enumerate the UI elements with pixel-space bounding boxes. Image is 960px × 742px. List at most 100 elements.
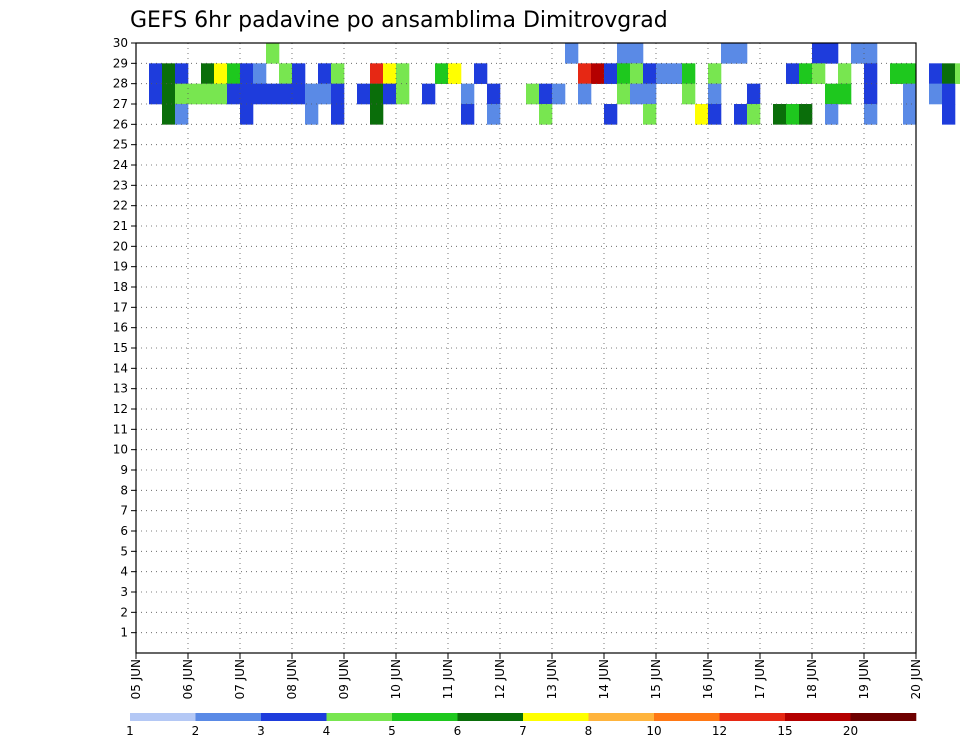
cell-m29-t38 (630, 63, 644, 84)
y-tick-label: 21 (113, 219, 128, 233)
x-tick-label: 07 JUN (233, 659, 247, 699)
cell-m28-t10 (266, 83, 280, 105)
cell-m29-t20 (396, 63, 410, 84)
cell-m28-t17 (357, 83, 371, 105)
cell-m30-t55 (851, 43, 865, 64)
cell-m28-t56 (864, 83, 878, 105)
y-tick-label: 10 (113, 443, 128, 457)
y-axis-ticks: 1234567891011121314151617181920212223242… (113, 36, 136, 640)
cell-m27-t47 (747, 104, 761, 125)
cell-m27-t59 (903, 104, 917, 125)
x-tick-label: 06 JUN (181, 659, 195, 699)
cell-m28-t18 (370, 83, 384, 105)
cell-m28-t2 (162, 83, 176, 105)
colorbar-segment (719, 713, 786, 721)
y-tick-label: 2 (120, 605, 128, 619)
cell-m30-t52 (812, 43, 826, 64)
cell-m29-t36 (604, 63, 618, 84)
y-tick-label: 19 (113, 260, 128, 274)
x-tick-label: 20 JUN (909, 659, 923, 699)
cell-m28-t5 (201, 83, 215, 105)
cell-m29-t37 (617, 63, 631, 84)
cell-m28-t34 (578, 83, 592, 105)
cell-m27-t25 (461, 104, 475, 125)
y-tick-label: 5 (120, 544, 128, 558)
cell-m27-t62 (942, 104, 956, 125)
y-tick-label: 4 (120, 565, 128, 579)
y-tick-label: 18 (113, 280, 128, 294)
colorbar-segment (850, 713, 917, 721)
cell-m28-t3 (175, 83, 189, 105)
cell-m29-t34 (578, 63, 592, 84)
colorbar-label: 15 (777, 724, 792, 738)
colorbar-segment (523, 713, 589, 721)
cell-m30-t45 (721, 43, 735, 64)
cell-m30-t56 (864, 43, 878, 64)
cell-m29-t39 (643, 63, 657, 84)
x-tick-label: 08 JUN (285, 659, 299, 699)
y-tick-label: 22 (113, 199, 128, 213)
cell-m29-t12 (292, 63, 306, 84)
colorbar-segment (195, 713, 262, 721)
colorbar-segment (261, 713, 327, 721)
cell-m27-t50 (786, 104, 800, 125)
cell-m27-t8 (240, 104, 254, 125)
cell-m29-t54 (838, 63, 852, 84)
cell-m29-t51 (799, 63, 813, 84)
x-tick-label: 09 JUN (337, 659, 351, 699)
cell-m29-t40 (656, 63, 670, 84)
cell-m28-t39 (643, 83, 657, 105)
y-tick-label: 12 (113, 402, 128, 416)
y-tick-label: 16 (113, 321, 128, 335)
cell-m27-t36 (604, 104, 618, 125)
colorbar-segment (457, 713, 524, 721)
x-tick-label: 17 JUN (753, 659, 767, 699)
cell-m28-t25 (461, 83, 475, 105)
colorbar-segment (326, 713, 393, 721)
cell-m29-t11 (279, 63, 293, 84)
cell-m29-t62 (942, 63, 956, 84)
cell-m28-t32 (552, 83, 566, 105)
colorbar-label: 6 (454, 724, 462, 738)
cell-m29-t2 (162, 63, 176, 84)
y-tick-label: 26 (113, 117, 128, 131)
cell-m29-t19 (383, 63, 397, 84)
cell-m28-t1 (149, 83, 163, 105)
cell-m30-t38 (630, 43, 644, 64)
y-tick-label: 11 (113, 422, 128, 436)
y-tick-label: 29 (113, 56, 128, 70)
x-tick-label: 15 JUN (649, 659, 663, 699)
cell-m29-t56 (864, 63, 878, 84)
cell-m29-t26 (474, 63, 488, 84)
cell-m28-t54 (838, 83, 852, 105)
cell-m27-t2 (162, 104, 176, 125)
cell-m28-t15 (331, 83, 345, 105)
x-tick-label: 14 JUN (597, 659, 611, 699)
y-tick-label: 3 (120, 585, 128, 599)
cell-m29-t9 (253, 63, 267, 84)
x-tick-label: 11 JUN (441, 659, 455, 699)
cell-m28-t11 (279, 83, 293, 105)
cell-m28-t19 (383, 83, 397, 105)
heatmap-cells (149, 43, 960, 125)
cell-m28-t53 (825, 83, 839, 105)
colorbar-segment (130, 713, 196, 721)
cell-m27-t51 (799, 104, 813, 125)
cell-m28-t59 (903, 83, 917, 105)
colorbar-legend: 1 2 3 4 5 6 7 8 10 12 15 20 (126, 713, 917, 738)
cell-m29-t35 (591, 63, 605, 84)
cell-m29-t18 (370, 63, 384, 84)
y-tick-label: 20 (113, 239, 128, 253)
colorbar-label: 8 (585, 724, 593, 738)
cell-m27-t15 (331, 104, 345, 125)
cell-m27-t27 (487, 104, 501, 125)
cell-m28-t27 (487, 83, 501, 105)
cell-m29-t44 (708, 63, 722, 84)
cell-m28-t61 (929, 83, 943, 105)
colorbar-label: 10 (646, 724, 661, 738)
x-tick-label: 12 JUN (493, 659, 507, 699)
cell-m27-t56 (864, 104, 878, 125)
cell-m28-t6 (214, 83, 228, 105)
cell-m28-t38 (630, 83, 644, 105)
cell-m29-t58 (890, 63, 904, 84)
